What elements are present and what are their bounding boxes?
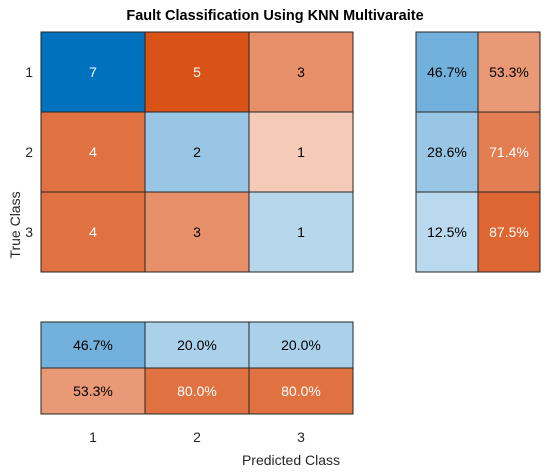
col-summary-c1-correct-label: 46.7% xyxy=(73,337,113,353)
col-summary-c2-incorrect xyxy=(144,367,250,415)
row-summary-r1-correct xyxy=(415,31,479,113)
x-tick-label: 1 xyxy=(89,429,97,445)
matrix-cell-r1-c3-label: 3 xyxy=(297,64,305,80)
col-summary-c2-correct xyxy=(144,321,250,369)
matrix-cell-r1-c2-label: 5 xyxy=(193,64,201,80)
row-summary-r2-incorrect-label: 71.4% xyxy=(489,144,529,160)
y-tick-labels: 1 2 3 xyxy=(25,64,33,240)
col-summary-c3-correct-label: 20.0% xyxy=(281,337,321,353)
row-summary-r1-correct-label: 46.7% xyxy=(427,64,467,80)
col-summary-c2-correct-label: 20.0% xyxy=(177,337,217,353)
matrix-cell-r1-c1-label: 7 xyxy=(89,64,97,80)
col-summary-c2-incorrect-label: 80.0% xyxy=(177,383,217,399)
confusion-matrix: 7 5 3 4 2 1 4 3 1 xyxy=(40,31,354,273)
col-summary-c3-incorrect-label: 80.0% xyxy=(281,383,321,399)
x-axis-label: Predicted Class xyxy=(242,452,340,468)
matrix-cell-r2-c1-label: 4 xyxy=(89,144,97,160)
y-axis-label: True Class xyxy=(7,191,23,258)
matrix-cell-r1-c1 xyxy=(40,31,146,113)
matrix-cell-r1-c2 xyxy=(144,31,250,113)
row-summary-r3-incorrect xyxy=(477,191,541,273)
matrix-cell-r2-c3 xyxy=(248,111,354,193)
col-summary-c1-incorrect-label: 53.3% xyxy=(73,383,113,399)
row-summary-r3-correct xyxy=(415,191,479,273)
row-summary-r3-incorrect-label: 87.5% xyxy=(489,224,529,240)
x-tick-labels: 1 2 3 xyxy=(89,429,305,445)
matrix-cell-r2-c2 xyxy=(144,111,250,193)
matrix-cell-r3-c2-label: 3 xyxy=(193,224,201,240)
column-summary: 46.7% 20.0% 20.0% 53.3% 80.0% 80.0% xyxy=(40,321,354,415)
row-summary-r1-incorrect xyxy=(477,31,541,113)
matrix-cell-r2-c1 xyxy=(40,111,146,193)
matrix-cell-r1-c3 xyxy=(248,31,354,113)
chart-title: Fault Classification Using KNN Multivara… xyxy=(126,8,423,24)
col-summary-c1-correct xyxy=(40,321,146,369)
x-tick-label: 2 xyxy=(193,429,201,445)
matrix-cell-r2-c3-label: 1 xyxy=(297,144,305,160)
row-summary-r2-correct xyxy=(415,111,479,193)
matrix-cell-r3-c1 xyxy=(40,191,146,273)
col-summary-c1-incorrect xyxy=(40,367,146,415)
col-summary-c3-correct xyxy=(248,321,354,369)
row-summary-r1-incorrect-label: 53.3% xyxy=(489,64,529,80)
matrix-cell-r2-c2-label: 2 xyxy=(193,144,201,160)
row-summary-r3-correct-label: 12.5% xyxy=(427,224,467,240)
y-tick-label: 2 xyxy=(25,144,33,160)
y-tick-label: 3 xyxy=(25,224,33,240)
row-summary-r2-correct-label: 28.6% xyxy=(427,144,467,160)
matrix-cell-r3-c3 xyxy=(248,191,354,273)
x-tick-label: 3 xyxy=(297,429,305,445)
matrix-cell-r3-c2 xyxy=(144,191,250,273)
matrix-cell-r3-c1-label: 4 xyxy=(89,224,97,240)
row-summary: 46.7% 53.3% 28.6% 71.4% 12.5% 87.5% xyxy=(415,31,541,273)
matrix-cell-r3-c3-label: 1 xyxy=(297,224,305,240)
y-tick-label: 1 xyxy=(25,64,33,80)
col-summary-c3-incorrect xyxy=(248,367,354,415)
